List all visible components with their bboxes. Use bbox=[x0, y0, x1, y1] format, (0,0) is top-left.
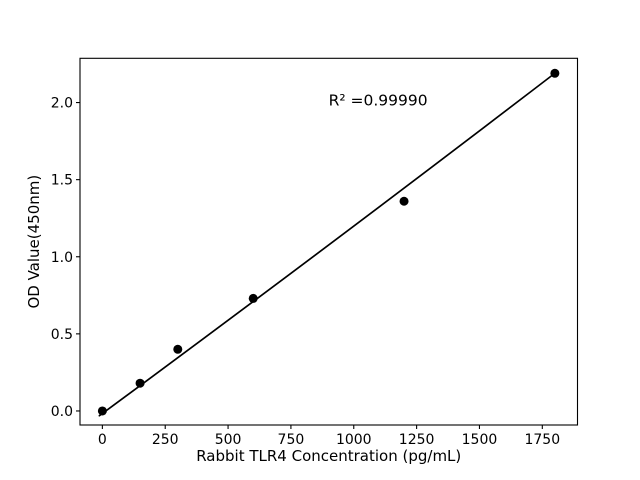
x-tick-label: 1250 bbox=[399, 432, 435, 448]
x-axis-label: Rabbit TLR4 Concentration (pg/mL) bbox=[196, 447, 461, 465]
y-tick-label: 1.5 bbox=[51, 173, 73, 189]
x-tick-label: 1750 bbox=[524, 432, 560, 448]
data-point bbox=[135, 378, 145, 388]
r-squared-annotation: R² =0.99990 bbox=[329, 92, 428, 110]
x-tick-label: 500 bbox=[215, 432, 242, 448]
y-tick-label: 0.0 bbox=[51, 404, 73, 420]
data-point bbox=[399, 196, 409, 206]
y-tick-label: 2.0 bbox=[51, 96, 73, 112]
data-point bbox=[173, 344, 183, 354]
plot-frame bbox=[79, 57, 579, 426]
x-tick-label: 250 bbox=[152, 432, 179, 448]
y-tick-label: 1.0 bbox=[51, 250, 73, 266]
data-point bbox=[97, 406, 107, 416]
x-tick-label: 750 bbox=[278, 432, 305, 448]
x-tick-label: 0 bbox=[98, 432, 107, 448]
data-point bbox=[248, 293, 258, 303]
x-tick-label: 1500 bbox=[462, 432, 498, 448]
fit-line bbox=[98, 72, 556, 417]
data-point bbox=[550, 68, 560, 78]
y-tick-label: 0.5 bbox=[51, 327, 73, 343]
y-axis-label: OD Value(450nm) bbox=[25, 175, 43, 309]
x-tick-label: 1000 bbox=[336, 432, 372, 448]
